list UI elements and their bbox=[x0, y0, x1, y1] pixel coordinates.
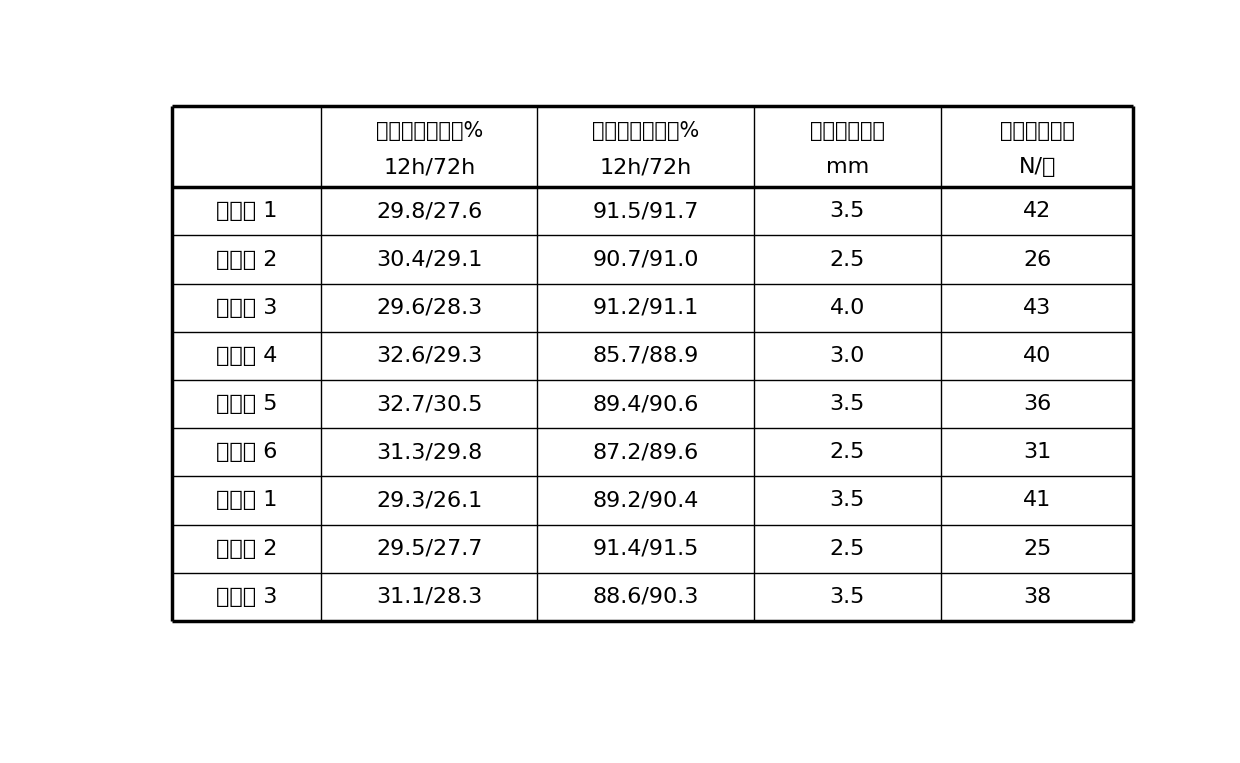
Text: 87.2/89.6: 87.2/89.6 bbox=[593, 443, 698, 462]
Text: 实施例 5: 实施例 5 bbox=[216, 394, 278, 414]
Text: 42: 42 bbox=[1023, 201, 1052, 221]
Text: 平均球体直径: 平均球体直径 bbox=[810, 121, 885, 140]
Text: 2.5: 2.5 bbox=[830, 443, 866, 462]
Text: 对比例 3: 对比例 3 bbox=[216, 587, 278, 607]
Text: 2.5: 2.5 bbox=[830, 250, 866, 269]
Text: 32.7/30.5: 32.7/30.5 bbox=[376, 394, 482, 414]
Text: 38: 38 bbox=[1023, 587, 1052, 607]
Text: 91.2/91.1: 91.2/91.1 bbox=[593, 298, 698, 317]
Text: 丙烯碳基选择性%: 丙烯碳基选择性% bbox=[591, 121, 699, 140]
Text: 85.7/88.9: 85.7/88.9 bbox=[593, 346, 699, 366]
Text: 32.6/29.3: 32.6/29.3 bbox=[376, 346, 482, 366]
Text: 实施例 1: 实施例 1 bbox=[216, 201, 278, 221]
Text: 90.7/91.0: 90.7/91.0 bbox=[593, 250, 699, 269]
Text: 3.5: 3.5 bbox=[830, 491, 866, 510]
Text: 26: 26 bbox=[1023, 250, 1052, 269]
Text: 30.4/29.1: 30.4/29.1 bbox=[376, 250, 482, 269]
Text: 对比例 1: 对比例 1 bbox=[216, 491, 278, 510]
Text: 实施例 3: 实施例 3 bbox=[216, 298, 278, 317]
Text: 29.3/26.1: 29.3/26.1 bbox=[376, 491, 482, 510]
Text: 40: 40 bbox=[1023, 346, 1052, 366]
Text: 91.5/91.7: 91.5/91.7 bbox=[593, 201, 699, 221]
Text: 3.0: 3.0 bbox=[830, 346, 866, 366]
Text: 3.5: 3.5 bbox=[830, 201, 866, 221]
Text: 对比例 2: 对比例 2 bbox=[216, 539, 278, 559]
Text: 实施例 6: 实施例 6 bbox=[216, 443, 278, 462]
Text: 91.4/91.5: 91.4/91.5 bbox=[593, 539, 699, 559]
Text: mm: mm bbox=[826, 157, 869, 177]
Text: 实施例 4: 实施例 4 bbox=[216, 346, 278, 366]
Text: 88.6/90.3: 88.6/90.3 bbox=[593, 587, 699, 607]
Text: 31.3/29.8: 31.3/29.8 bbox=[376, 443, 482, 462]
Text: 25: 25 bbox=[1023, 539, 1052, 559]
Text: 31: 31 bbox=[1023, 443, 1052, 462]
Text: 36: 36 bbox=[1023, 394, 1052, 414]
Text: 实施例 2: 实施例 2 bbox=[216, 250, 278, 269]
Text: 平均球体强度: 平均球体强度 bbox=[999, 121, 1075, 140]
Text: 89.4/90.6: 89.4/90.6 bbox=[593, 394, 699, 414]
Text: 4.0: 4.0 bbox=[830, 298, 866, 317]
Text: 12h/72h: 12h/72h bbox=[383, 157, 475, 177]
Text: 31.1/28.3: 31.1/28.3 bbox=[376, 587, 482, 607]
Text: 89.2/90.4: 89.2/90.4 bbox=[593, 491, 699, 510]
Text: 29.8/27.6: 29.8/27.6 bbox=[376, 201, 482, 221]
Text: 丙烷碳基转化率%: 丙烷碳基转化率% bbox=[376, 121, 484, 140]
Text: 3.5: 3.5 bbox=[830, 587, 866, 607]
Text: 29.5/27.7: 29.5/27.7 bbox=[376, 539, 482, 559]
Text: 2.5: 2.5 bbox=[830, 539, 866, 559]
Text: N/颗: N/颗 bbox=[1018, 157, 1056, 177]
Text: 12h/72h: 12h/72h bbox=[599, 157, 692, 177]
Text: 43: 43 bbox=[1023, 298, 1052, 317]
Text: 29.6/28.3: 29.6/28.3 bbox=[376, 298, 482, 317]
Text: 41: 41 bbox=[1023, 491, 1052, 510]
Text: 3.5: 3.5 bbox=[830, 394, 866, 414]
